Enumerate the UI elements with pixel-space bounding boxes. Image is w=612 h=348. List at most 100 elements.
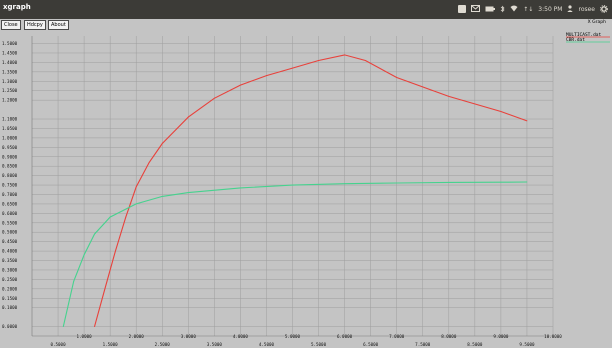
y-tick-label: 0.4000: [2, 249, 18, 254]
battery-icon[interactable]: [485, 6, 496, 14]
y-tick-label: 0.1000: [2, 305, 18, 310]
data-point: [292, 67, 293, 69]
data-point: [187, 116, 189, 118]
y-tick-label: 0.2500: [2, 277, 18, 282]
data-point: [62, 326, 64, 327]
series-line-multicast: [93, 54, 528, 327]
data-point: [526, 181, 528, 183]
data-point: [187, 192, 189, 194]
data-point: [448, 182, 450, 183]
x-tick-label: 3.5000: [207, 342, 223, 347]
y-tick-label: 0.6000: [2, 211, 18, 216]
data-point: [526, 120, 528, 122]
data-point: [94, 326, 95, 327]
x-tick-label: 8.0000: [441, 334, 457, 339]
y-tick-label: 0.1500: [2, 296, 18, 301]
y-tick-label: 0.9500: [2, 145, 18, 150]
y-tick-label: 0.5000: [2, 230, 18, 235]
system-tray: ↑↓ 3:50 PM rosee: [458, 4, 608, 15]
x-tick-label: 5.5000: [311, 342, 327, 347]
x-tick-label: 0.5000: [50, 342, 66, 347]
data-point: [500, 111, 502, 112]
y-tick-label: 1.4500: [2, 50, 18, 55]
dropbox-icon[interactable]: [458, 4, 467, 15]
gear-icon[interactable]: [600, 4, 608, 15]
data-point: [73, 280, 75, 282]
data-point: [161, 196, 163, 197]
x-tick-label: 7.0000: [389, 334, 405, 339]
x-tick-label: 9.5000: [519, 342, 535, 347]
x-axis-labels: 0.5000 1.0000 1.5000 2.0000 2.5000 3.0000 3.50…: [50, 334, 562, 347]
data-point: [135, 186, 137, 188]
y-tick-label: 0.0000: [2, 324, 18, 329]
data-point: [396, 182, 398, 184]
y-tick-label: 1.0500: [2, 126, 18, 131]
data-point: [448, 96, 450, 97]
top-menu-bar: xgraph ↑↓ 3:50 PM rosee: [0, 0, 612, 19]
hardcopy-button[interactable]: Hdcpy: [24, 20, 46, 30]
y-tick-label: 1.2000: [2, 98, 18, 103]
y-tick-label: 0.7500: [2, 183, 18, 188]
x-tick-label: 6.0000: [337, 334, 353, 339]
y-tick-label: 0.6500: [2, 201, 18, 206]
y-tick-label: 1.3500: [2, 69, 18, 74]
x-tick-label: 8.5000: [467, 342, 483, 347]
wifi-icon[interactable]: [510, 5, 518, 14]
x-tick-label: 10.0000: [544, 334, 562, 339]
data-point: [94, 233, 95, 235]
y-tick-label: 1.2500: [2, 88, 18, 93]
data-point: [344, 183, 345, 185]
mail-icon[interactable]: [471, 5, 481, 14]
y-tick-label: 0.3500: [2, 258, 18, 263]
bluetooth-icon[interactable]: [500, 5, 505, 15]
data-point: [109, 216, 111, 218]
data-point: [500, 181, 502, 183]
data-point: [240, 187, 241, 189]
data-point: [344, 54, 345, 56]
network-arrows[interactable]: ↑↓: [523, 6, 534, 13]
y-tick-label: 0.7000: [2, 192, 18, 197]
y-axis-labels: 0.0000 0.1000 0.1500 0.2000 0.2500 0.3000 0.35…: [2, 41, 18, 329]
data-point: [115, 250, 116, 252]
close-button[interactable]: Close: [1, 20, 21, 30]
data-point: [396, 77, 398, 78]
y-tick-label: 0.4500: [2, 239, 18, 244]
data-point: [318, 60, 319, 61]
xgraph-toolbar: Close Hdcpy About: [0, 19, 612, 30]
y-tick-label: 0.3000: [2, 267, 18, 272]
y-tick-label: 1.0000: [2, 135, 18, 140]
x-tick-label: 7.5000: [415, 342, 431, 347]
y-tick-label: 0.5500: [2, 220, 18, 225]
x-tick-label: 1.5000: [103, 342, 119, 347]
x-tick-label: 6.5000: [363, 342, 379, 347]
x-tick-label: 5.0000: [285, 334, 301, 339]
graph-name: X Graph: [587, 20, 606, 25]
y-tick-label: 0.8500: [2, 164, 18, 169]
x-tick-label: 1.0000: [77, 334, 93, 339]
data-point: [365, 60, 366, 61]
x-tick-label: 4.5000: [259, 342, 275, 347]
y-tick-label: 1.4000: [2, 60, 18, 65]
x-tick-label: 4.0000: [233, 334, 249, 339]
data-point: [135, 203, 137, 205]
x-tick-label: 3.0000: [181, 334, 197, 339]
series-lines: [62, 54, 528, 327]
y-tick-label: 1.1000: [2, 117, 18, 122]
y-tick-label: 1.3000: [2, 79, 18, 84]
about-button[interactable]: About: [48, 20, 69, 30]
data-point: [266, 75, 267, 76]
data-point: [292, 184, 293, 186]
legend-label: MULTICAST.dat: [566, 32, 602, 38]
x-tick-label: 2.5000: [155, 342, 171, 347]
data-point: [213, 97, 215, 99]
legend-label: CBR.dat: [566, 37, 585, 43]
user-name[interactable]: rosee: [578, 6, 595, 13]
data-point: [240, 84, 241, 86]
user-icon: [567, 5, 574, 14]
clock[interactable]: 3:50 PM: [538, 6, 563, 13]
data-point: [104, 288, 106, 290]
y-tick-label: 0.2000: [2, 286, 18, 291]
data-point: [83, 254, 85, 256]
y-tick-label: 1.5000: [2, 41, 18, 46]
